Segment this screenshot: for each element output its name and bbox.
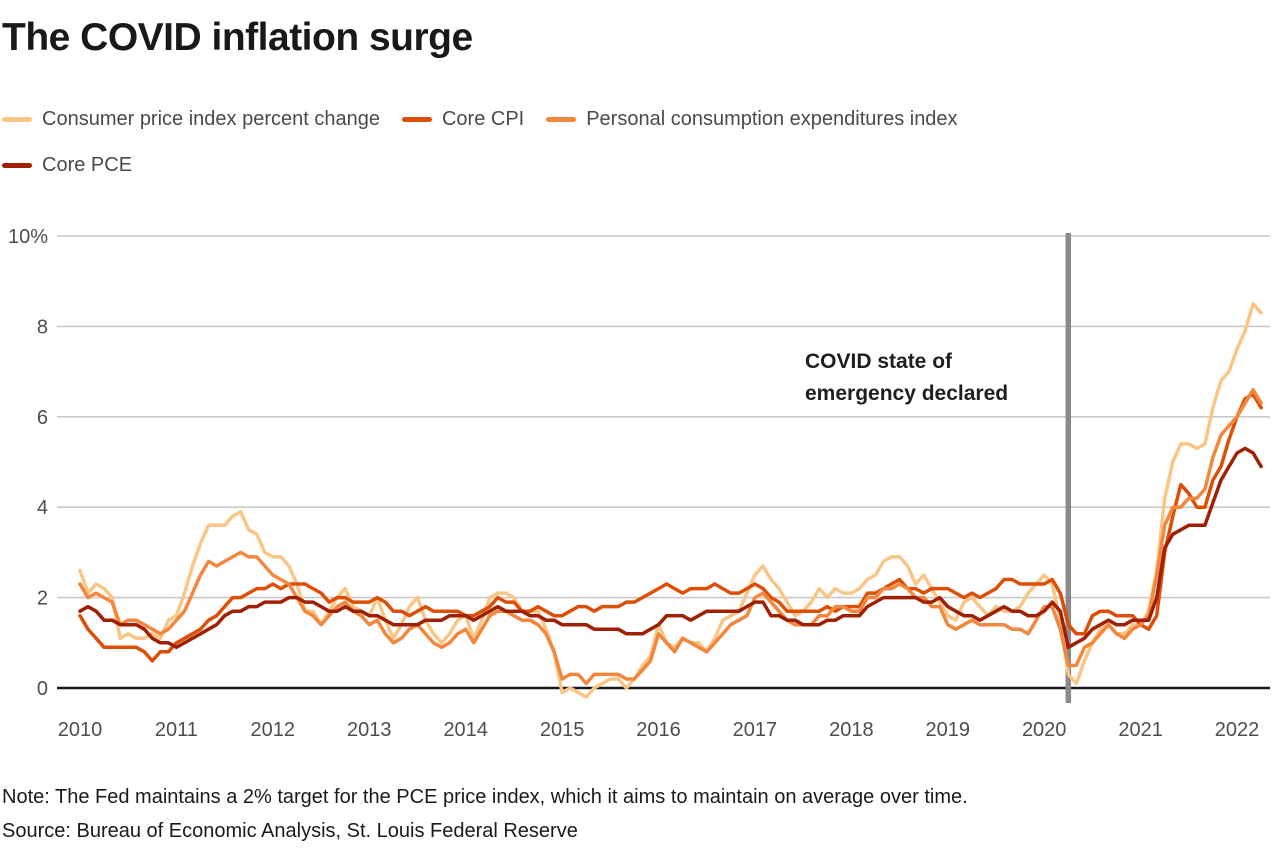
x-tick-label: 2019: [926, 719, 971, 741]
x-tick-label: 2011: [155, 719, 198, 741]
y-tick-label: 8: [37, 316, 48, 338]
legend-label: Personal consumption expenditures index: [586, 108, 958, 130]
y-tick-label: 2: [37, 588, 48, 610]
series-line-core-cpi: [78, 392, 1263, 663]
x-tick-label: 2012: [251, 719, 296, 741]
legend-item-pce: Personal consumption expenditures index: [546, 108, 958, 131]
x-tick-label: 2021: [1118, 719, 1163, 741]
legend-swatch-core-cpi: [401, 117, 432, 122]
y-tick-label: 0: [37, 678, 48, 700]
legend-row: Core PCE: [2, 154, 1182, 177]
legend-item-core-pce: Core PCE: [2, 154, 132, 177]
x-tick-label: 2014: [443, 719, 488, 741]
annotation-line: emergency declared: [805, 382, 1008, 405]
note-text: Note: The Fed maintains a 2% target for …: [2, 786, 968, 808]
x-tick-label: 2016: [636, 719, 681, 741]
x-tick-label: 2022: [1215, 719, 1260, 741]
legend-label: Core CPI: [441, 108, 525, 130]
legend-row: Consumer price index percent change Core …: [2, 108, 1182, 131]
y-tick-label: 6: [37, 407, 48, 429]
series-line-core-pce: [78, 446, 1263, 650]
x-tick-label: 2010: [58, 719, 103, 741]
x-tick-label: 2017: [733, 719, 778, 741]
series-line-pce: [78, 387, 1263, 686]
legend-item-core-cpi: Core CPI: [401, 108, 525, 131]
legend-swatch-core-pce: [2, 163, 32, 168]
x-tick-label: 2020: [1022, 719, 1067, 741]
x-tick-label: 2013: [347, 719, 392, 741]
page-title: The COVID inflation surge: [2, 16, 473, 59]
x-tick-label: 2018: [829, 719, 874, 741]
y-tick-label: 10%: [8, 226, 48, 248]
legend: Consumer price index percent change Core …: [2, 108, 1182, 200]
source-text: Source: Bureau of Economic Analysis, St.…: [2, 820, 578, 842]
legend-swatch-cpi: [2, 117, 32, 122]
legend-item-cpi: Consumer price index percent change: [2, 108, 380, 131]
legend-swatch-pce: [546, 117, 577, 122]
annotation-line: COVID state of: [805, 350, 953, 373]
y-tick-label: 4: [37, 497, 48, 519]
x-tick-label: 2015: [540, 719, 585, 741]
legend-label: Consumer price index percent change: [42, 108, 380, 130]
legend-label: Core PCE: [42, 154, 133, 176]
line-chart: 0 2 4 6 8 10% 2010 2011 2012 2013 2014 2015 2016 2017…: [8, 226, 1270, 741]
